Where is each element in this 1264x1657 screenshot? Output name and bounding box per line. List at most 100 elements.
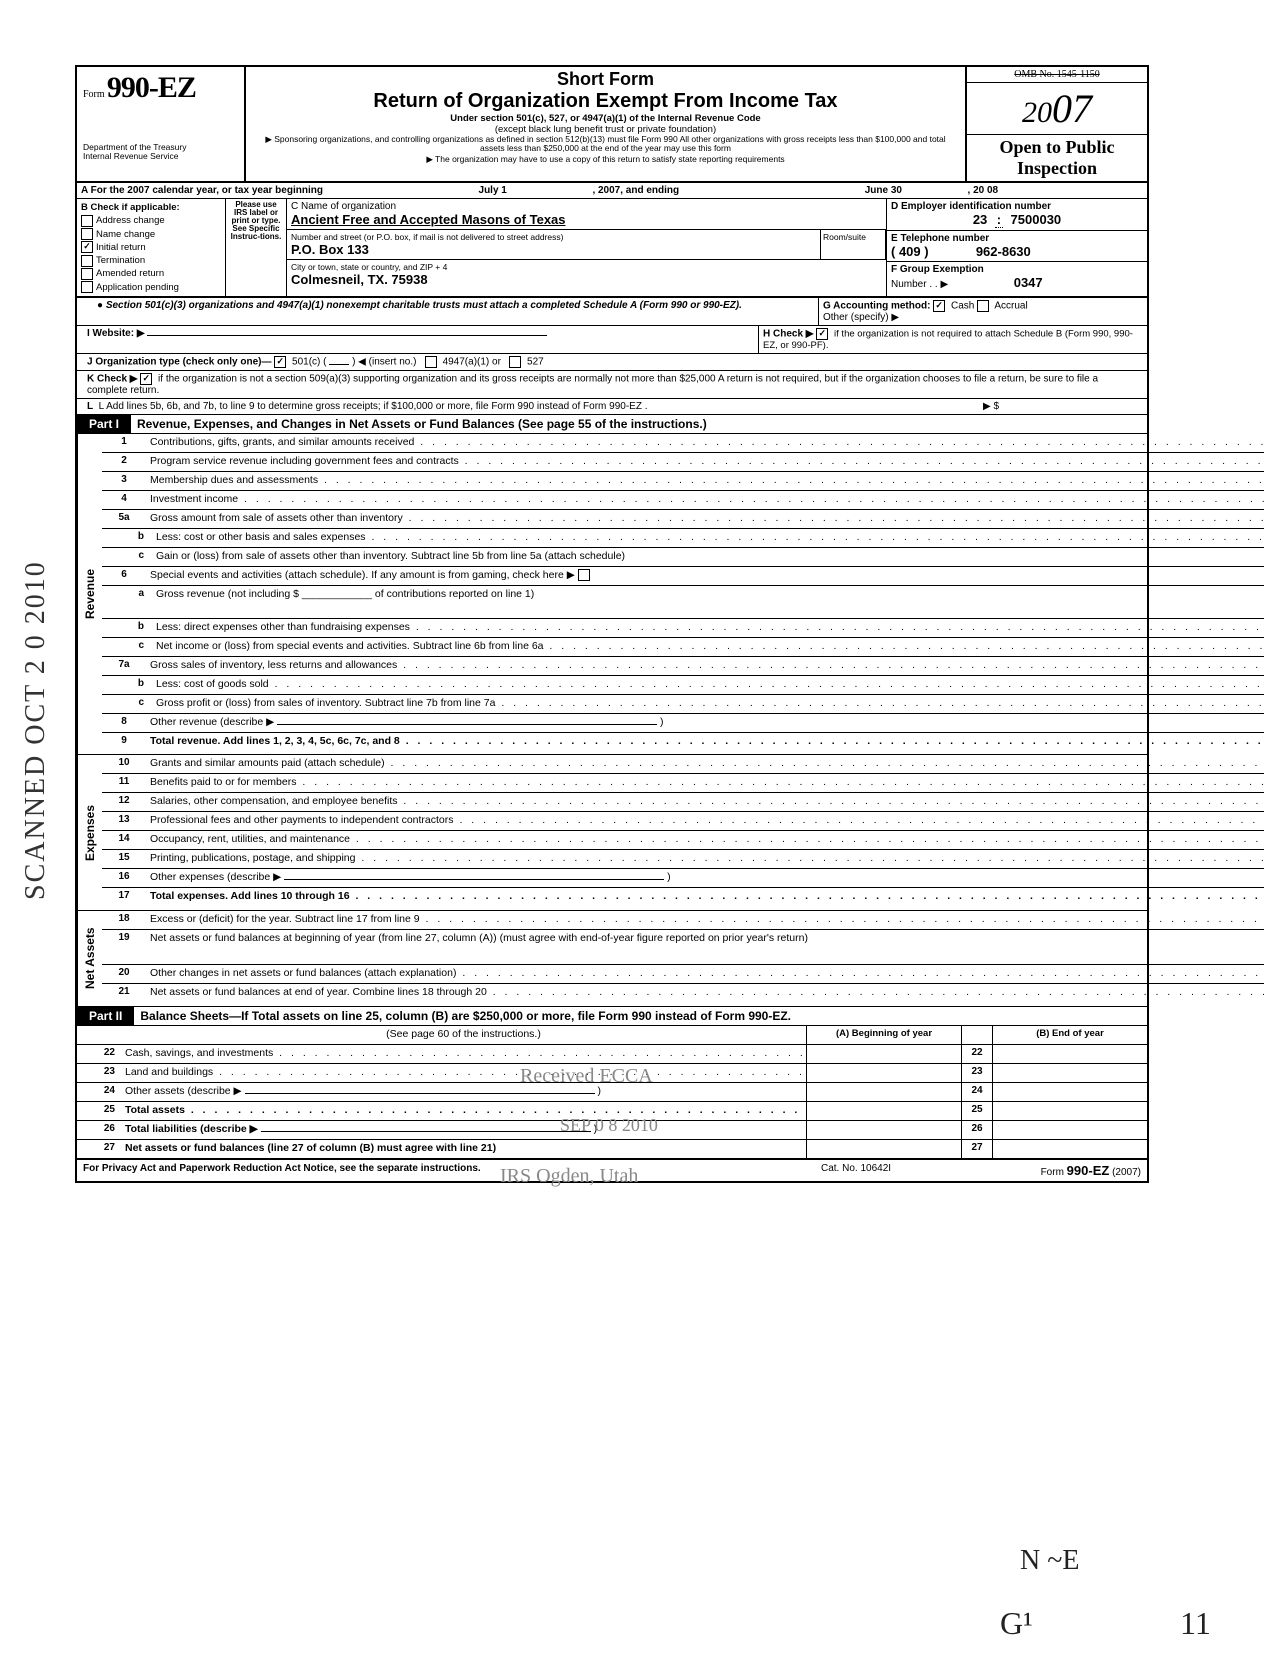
check-h[interactable]: ✓	[816, 328, 828, 340]
l-text: L L Add lines 5b, 6b, and 7b, to line 9 …	[77, 399, 979, 414]
check-4947[interactable]	[425, 356, 437, 368]
part2-title: Balance Sheets—If Total assets on line 2…	[134, 1007, 1147, 1025]
tel-num: 962-8630	[976, 244, 1031, 259]
part2-tab: Part II	[77, 1007, 134, 1025]
footer-privacy: For Privacy Act and Paperwork Reduction …	[83, 1163, 821, 1178]
check-termination[interactable]: Termination	[81, 254, 221, 267]
line-6: Special events and activities (attach sc…	[146, 567, 1264, 585]
title-short-form: Short Form	[254, 69, 957, 90]
scanned-stamp: SCANNED OCT 2 0 2010	[20, 560, 52, 900]
section-501c3-note: ● Section 501(c)(3) organizations and 49…	[77, 298, 818, 325]
g-accrual: Accrual	[994, 301, 1027, 312]
line-7a: Gross sales of inventory, less returns a…	[146, 657, 1264, 675]
col-a-header: (A) Beginning of year	[806, 1026, 961, 1044]
addr-value: P.O. Box 133	[291, 242, 816, 257]
line-5c: Gain or (loss) from sale of assets other…	[152, 548, 1264, 566]
line-a-mid: , 2007, and ending	[592, 185, 679, 196]
ein-1: 23	[973, 212, 987, 227]
hand-note-nce: N ~E	[1020, 1545, 1079, 1577]
line-3: Membership dues and assessments	[146, 472, 1264, 490]
line-16: Other expenses (describe ▶ )	[146, 869, 1264, 887]
form-990ez: Form 990-EZ Department of the Treasury I…	[75, 65, 1149, 1183]
l-desc: L Add lines 5b, 6b, and 7b, to line 9 to…	[99, 401, 648, 412]
line-14: Occupancy, rent, utilities, and maintena…	[146, 831, 1264, 849]
website-field[interactable]	[147, 335, 547, 336]
check-pending[interactable]: Application pending	[81, 281, 221, 294]
j-label: J Organization type (check only one)—	[87, 357, 271, 368]
city-label: City or town, state or country, and ZIP …	[291, 262, 882, 272]
b-item-2: Initial return	[96, 242, 146, 253]
city-value: Colmesneil, TX. 75938	[291, 272, 882, 287]
h-label: H Check ▶	[763, 329, 813, 340]
check-address-change[interactable]: Address change	[81, 214, 221, 227]
revenue-side-label: Revenue	[77, 434, 102, 754]
line-a: A For the 2007 calendar year, or tax yea…	[77, 183, 1147, 198]
b-item-3: Termination	[96, 255, 145, 266]
line-6a: Gross revenue (not including $ _________…	[152, 586, 1264, 618]
hand-note-g: G¹	[1000, 1605, 1033, 1642]
check-527[interactable]	[509, 356, 521, 368]
line-a-year: , 20 08	[968, 185, 999, 196]
footer-form: Form 990-EZ (2007)	[981, 1163, 1141, 1178]
line-6b: Less: direct expenses other than fundrai…	[152, 619, 1264, 637]
line-7c: Gross profit or (loss) from sales of inv…	[152, 695, 1264, 713]
line-a-end: June 30	[865, 185, 902, 196]
b-label: B Check if applicable:	[81, 201, 221, 214]
line-a-label: A For the 2007 calendar year, or tax yea…	[81, 185, 323, 196]
netassets-side-label: Net Assets	[77, 911, 102, 1006]
line-8: Other revenue (describe ▶ )	[146, 714, 1264, 732]
line-13: Professional fees and other payments to …	[146, 812, 1264, 830]
g-cash: Cash	[951, 301, 974, 312]
tax-year: 2007	[967, 83, 1147, 134]
check-initial-return[interactable]: ✓Initial return	[81, 241, 221, 254]
line-7b: Less: cost of goods sold	[152, 676, 1264, 694]
expenses-side-label: Expenses	[77, 755, 102, 910]
org-name: Ancient Free and Accepted Masons of Texa…	[291, 212, 882, 227]
part1-title: Revenue, Expenses, and Changes in Net As…	[131, 415, 1147, 433]
line-26: Total liabilities (describe ▶ )	[121, 1121, 806, 1139]
col-b-header: (B) End of year	[993, 1026, 1147, 1044]
check-name-change[interactable]: Name change	[81, 228, 221, 241]
line-4: Investment income	[146, 491, 1264, 509]
line-15: Printing, publications, postage, and shi…	[146, 850, 1264, 868]
line-20: Other changes in net assets or fund bala…	[146, 965, 1264, 983]
form-label-box: Form 990-EZ	[83, 71, 238, 105]
year-prefix: 20	[1022, 96, 1052, 129]
open-to-public: Open to Public Inspection	[967, 134, 1147, 181]
j-527: 527	[527, 357, 544, 368]
check-amended[interactable]: Amended return	[81, 267, 221, 280]
j-4947: 4947(a)(1) or	[443, 357, 501, 368]
addr-label: Number and street (or P.O. box, if mail …	[291, 232, 816, 242]
line-5b: Less: cost or other basis and sales expe…	[152, 529, 1264, 547]
line-6c: Net income or (loss) from special events…	[152, 638, 1264, 656]
b-item-1: Name change	[96, 229, 155, 240]
k-text: if the organization is not a section 509…	[87, 374, 1098, 396]
part2-sub: (See page 60 of the instructions.)	[121, 1026, 806, 1044]
dept-line2: Internal Revenue Service	[83, 152, 238, 161]
part1-tab: Part I	[77, 415, 131, 433]
g-label: G Accounting method:	[823, 301, 930, 312]
line-24: Other assets (describe ▶ )	[121, 1083, 806, 1101]
tel-area: ( 409 )	[891, 244, 929, 259]
room-suite: Room/suite	[820, 230, 886, 259]
line-23: Land and buildings	[121, 1064, 806, 1082]
omb-number: OMB No. 1545-1150	[967, 67, 1147, 83]
f-label: F Group Exemption	[891, 264, 984, 275]
footer-catno: Cat. No. 10642I	[821, 1163, 981, 1178]
subtitle: Under section 501(c), 527, or 4947(a)(1)…	[254, 113, 957, 124]
check-gaming[interactable]	[578, 569, 590, 581]
line-17: Total expenses. Add lines 10 through 16	[146, 888, 1264, 906]
f-value: 0347	[1014, 275, 1043, 290]
b-item-4: Amended return	[96, 268, 164, 279]
j-insert: ) ◀ (insert no.)	[352, 357, 416, 368]
check-cash[interactable]: ✓	[933, 300, 945, 312]
open-line2: Inspection	[969, 158, 1145, 179]
line-21: Net assets or fund balances at end of ye…	[146, 984, 1264, 1002]
e-label: E Telephone number	[891, 233, 1143, 244]
line-a-begin: July 1	[479, 185, 507, 196]
check-k[interactable]: ✓	[140, 373, 152, 385]
check-501c[interactable]: ✓	[274, 356, 286, 368]
g-other: Other (specify) ▶	[823, 312, 1143, 323]
hand-note-11: 11	[1180, 1605, 1211, 1642]
check-accrual[interactable]	[977, 300, 989, 312]
